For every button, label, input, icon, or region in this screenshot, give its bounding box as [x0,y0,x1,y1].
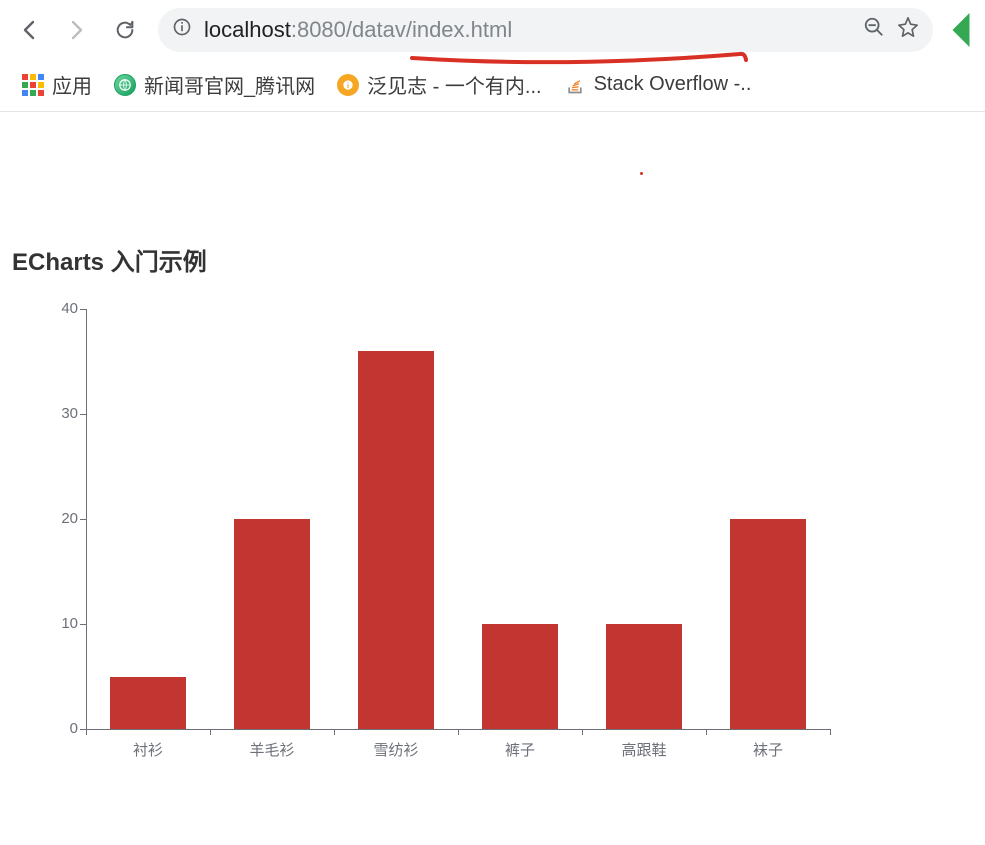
annotation-underline [410,50,750,72]
x-tick [86,729,87,735]
x-tick [458,729,459,735]
forward-button[interactable] [62,15,92,45]
chart-title: ECharts 入门示例 [12,242,975,277]
bar [234,519,311,729]
orange-favicon-icon: i [337,74,359,96]
x-tick [210,729,211,735]
svg-text:i: i [347,80,349,89]
site-info-icon[interactable] [172,17,192,43]
y-axis-label: 40 [42,300,78,317]
bar [110,677,187,730]
y-tick [80,309,86,310]
plot-area [86,309,830,729]
bar [482,624,559,729]
apps-label: 应用 [52,70,92,99]
page-content: ECharts 入门示例 0 10 20 30 40 衬衫 羊毛衫 雪纺衫 裤子 高跟鞋 袜子 [0,112,985,767]
x-tick [334,729,335,735]
bar [730,519,807,729]
apps-button[interactable]: 应用 [22,70,92,99]
y-tick [80,414,86,415]
bar [606,624,683,729]
stackoverflow-favicon-icon [564,74,586,96]
y-tick [80,519,86,520]
bookmark-label: Stack Overflow -.. [594,73,752,96]
zoom-out-icon[interactable] [863,16,885,44]
star-icon[interactable] [897,16,919,44]
reload-button[interactable] [110,15,140,45]
x-tick [582,729,583,735]
apps-grid-icon [22,74,44,96]
y-axis-label: 30 [42,405,78,422]
url-path: :8080/datav/index.html [291,17,512,42]
y-axis-label: 10 [42,615,78,632]
y-axis-label: 0 [42,720,78,737]
x-axis-label: 高跟鞋 [621,739,666,760]
x-axis-label: 雪纺衫 [373,739,418,760]
y-axis-line [86,309,87,729]
bar-chart: 010203040衬衫羊毛衫雪纺衫裤子高跟鞋袜子 [30,307,850,767]
bookmark-item-2[interactable]: Stack Overflow -.. [564,73,752,96]
bookmark-label: 新闻哥官网_腾讯网 [144,70,315,99]
x-tick [706,729,707,735]
x-axis-label: 袜子 [753,739,783,760]
x-axis-label: 衬衫 [133,739,163,760]
url-host: localhost [204,17,291,42]
y-axis-label: 20 [42,510,78,527]
bar [358,351,435,729]
bookmark-label: 泛见志 - 一个有内... [367,70,541,99]
y-tick [80,624,86,625]
x-axis-label: 裤子 [505,739,535,760]
bookmark-item-1[interactable]: i 泛见志 - 一个有内... [337,70,541,99]
address-bar[interactable]: localhost:8080/datav/index.html [158,8,933,52]
x-tick [830,729,831,735]
url-text: localhost:8080/datav/index.html [204,17,851,43]
extension-edge-icon[interactable] [951,13,971,47]
globe-favicon-icon [114,74,136,96]
red-dot-annotation [640,172,643,175]
x-axis-label: 羊毛衫 [249,739,294,760]
back-button[interactable] [14,15,44,45]
bookmark-item-0[interactable]: 新闻哥官网_腾讯网 [114,70,315,99]
